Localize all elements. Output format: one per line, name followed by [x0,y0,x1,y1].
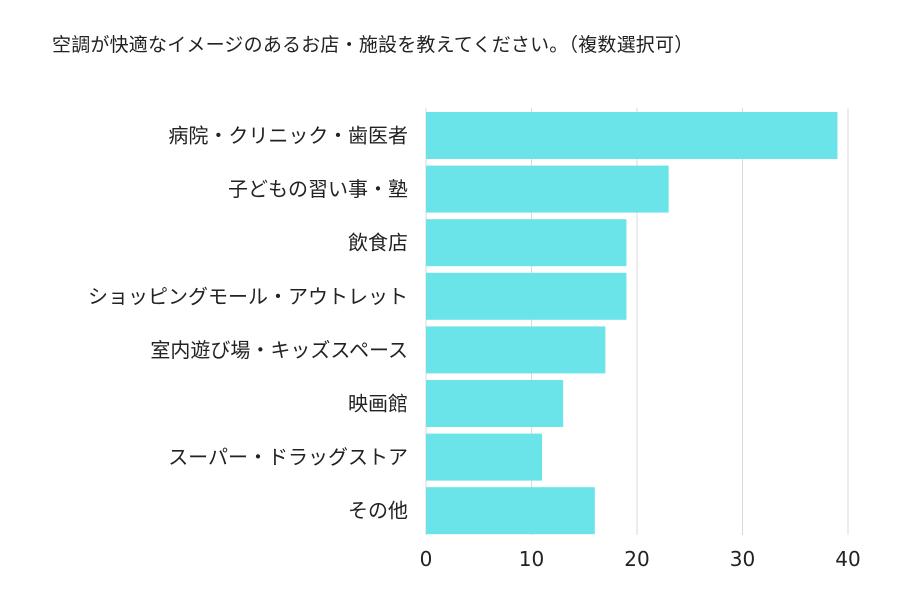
category-label-6: 映画館 [348,392,408,416]
bars [426,112,838,535]
x-tick-label-40: 40 [835,547,860,571]
x-tick-label-10: 10 [519,547,544,571]
category-label-1: 病院・クリニック・歯医者 [168,124,408,148]
category-label-3: 飲食店 [348,231,408,255]
x-tick-label-20: 20 [624,547,649,571]
category-label-4: ショッピングモール・アウトレット [88,284,408,308]
chart-title: 空調が快適なイメージのあるお店・施設を教えてください。（複数選択可） [52,34,694,56]
x-tick-label-30: 30 [730,547,755,571]
x-tick-labels: 0 10 20 30 40 [420,547,861,571]
bar-3 [426,219,627,267]
bar-5 [426,326,606,374]
bar-7 [426,433,543,481]
category-label-8: その他 [348,499,408,523]
bar-2 [426,165,669,213]
category-label-5: 室内遊び場・キッズスペース [150,338,408,362]
bar-4 [426,272,627,320]
x-tick-label-0: 0 [420,547,433,571]
bar-1 [426,112,838,159]
bar-6 [426,380,564,427]
category-labels: 病院・クリニック・歯医者子どもの習い事・塾飲食店ショッピングモール・アウトレット… [88,124,408,523]
bar-8 [426,487,595,535]
category-label-7: スーパー・ドラッグストア [168,445,408,469]
category-label-2: 子どもの習い事・塾 [228,177,408,201]
